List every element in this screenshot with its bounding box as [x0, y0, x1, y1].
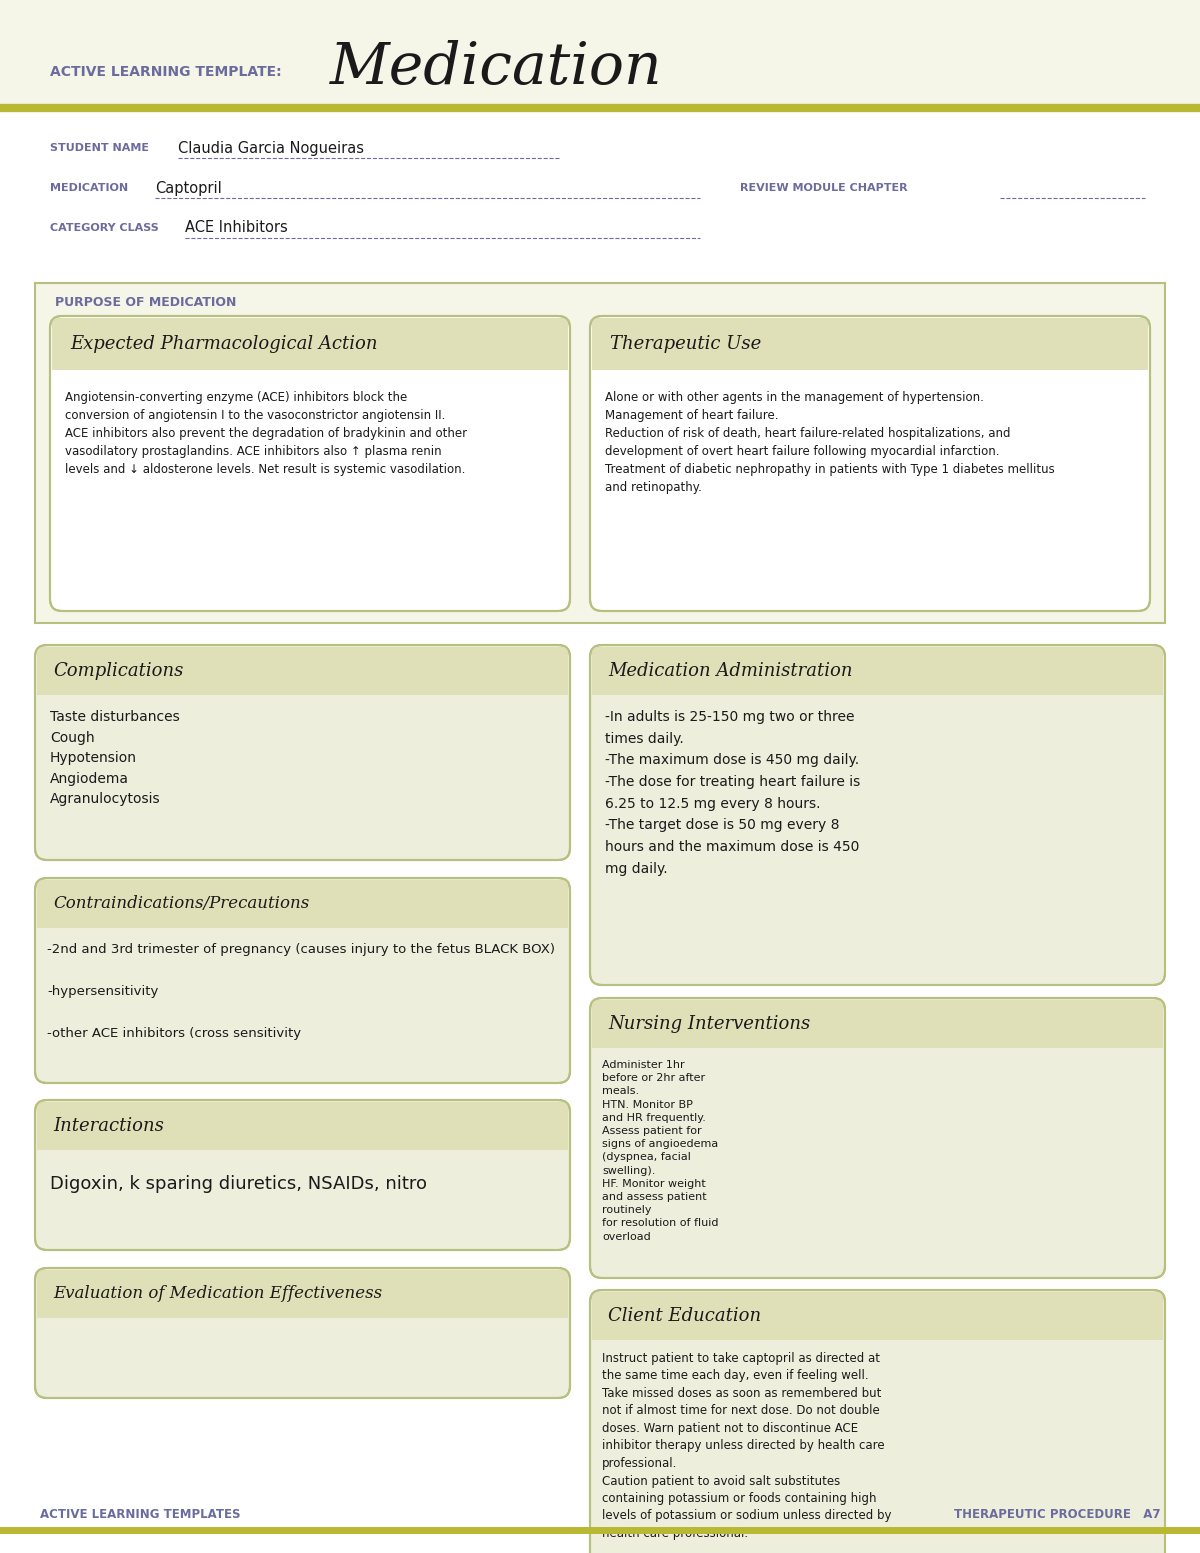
- Text: Complications: Complications: [53, 662, 184, 680]
- Text: REVIEW MODULE CHAPTER: REVIEW MODULE CHAPTER: [740, 183, 907, 193]
- Text: ACE Inhibitors: ACE Inhibitors: [185, 221, 288, 236]
- Text: Evaluation of Medication Effectiveness: Evaluation of Medication Effectiveness: [53, 1286, 382, 1303]
- Text: THERAPEUTIC PROCEDURE   A7: THERAPEUTIC PROCEDURE A7: [954, 1508, 1160, 1522]
- Text: Therapeutic Use: Therapeutic Use: [610, 335, 761, 353]
- Text: Contraindications/Precautions: Contraindications/Precautions: [53, 896, 310, 913]
- FancyBboxPatch shape: [590, 644, 1165, 985]
- Bar: [35, 283, 1165, 623]
- Text: Client Education: Client Education: [608, 1308, 761, 1325]
- FancyBboxPatch shape: [590, 1291, 1165, 1553]
- Text: ACTIVE LEARNING TEMPLATE:: ACTIVE LEARNING TEMPLATE:: [50, 65, 282, 79]
- Bar: [37, 881, 568, 929]
- Text: Medication Administration: Medication Administration: [608, 662, 852, 680]
- Text: PURPOSE OF MEDICATION: PURPOSE OF MEDICATION: [55, 297, 236, 309]
- Text: Alone or with other agents in the management of hypertension.
Management of hear: Alone or with other agents in the manage…: [605, 391, 1055, 494]
- Bar: [0, 109, 1200, 283]
- Text: STUDENT NAME: STUDENT NAME: [50, 143, 149, 154]
- Text: Taste disturbances
Cough
Hypotension
Angiodema
Agranulocytosis: Taste disturbances Cough Hypotension Ang…: [50, 710, 180, 806]
- FancyBboxPatch shape: [35, 1267, 570, 1398]
- Bar: [35, 283, 1165, 623]
- Text: Administer 1hr
before or 2hr after
meals.
HTN. Monitor BP
and HR frequently.
Ass: Administer 1hr before or 2hr after meals…: [602, 1061, 719, 1241]
- Text: CATEGORY CLASS: CATEGORY CLASS: [50, 224, 158, 233]
- FancyBboxPatch shape: [35, 1100, 570, 1250]
- Text: Angiotensin-converting enzyme (ACE) inhibitors block the
conversion of angiotens: Angiotensin-converting enzyme (ACE) inhi…: [65, 391, 467, 477]
- Bar: [592, 1000, 1163, 1048]
- Text: -In adults is 25-150 mg two or three
times daily.
-The maximum dose is 450 mg da: -In adults is 25-150 mg two or three tim…: [605, 710, 860, 876]
- Bar: [592, 648, 1163, 696]
- Text: Medication: Medication: [330, 40, 662, 96]
- Text: Expected Pharmacological Action: Expected Pharmacological Action: [70, 335, 378, 353]
- Bar: [592, 318, 1148, 370]
- Text: Nursing Interventions: Nursing Interventions: [608, 1016, 810, 1033]
- Text: Captopril: Captopril: [155, 180, 222, 196]
- Bar: [592, 1292, 1163, 1340]
- Bar: [52, 318, 568, 370]
- Bar: [37, 648, 568, 696]
- Text: Claudia Garcia Nogueiras: Claudia Garcia Nogueiras: [178, 140, 364, 155]
- Text: MEDICATION: MEDICATION: [50, 183, 128, 193]
- Text: Digoxin, k sparing diuretics, NSAIDs, nitro: Digoxin, k sparing diuretics, NSAIDs, ni…: [50, 1176, 427, 1193]
- Text: Interactions: Interactions: [53, 1117, 164, 1135]
- Bar: [0, 0, 1200, 109]
- Text: -2nd and 3rd trimester of pregnancy (causes injury to the fetus BLACK BOX)

-hyp: -2nd and 3rd trimester of pregnancy (cau…: [47, 943, 554, 1041]
- FancyBboxPatch shape: [50, 315, 570, 610]
- FancyBboxPatch shape: [35, 644, 570, 860]
- FancyBboxPatch shape: [590, 999, 1165, 1278]
- Bar: [37, 1103, 568, 1151]
- FancyBboxPatch shape: [590, 315, 1150, 610]
- Text: Instruct patient to take captopril as directed at
the same time each day, even i: Instruct patient to take captopril as di…: [602, 1353, 892, 1541]
- Text: ACTIVE LEARNING TEMPLATES: ACTIVE LEARNING TEMPLATES: [40, 1508, 240, 1522]
- FancyBboxPatch shape: [35, 877, 570, 1082]
- Bar: [37, 1270, 568, 1318]
